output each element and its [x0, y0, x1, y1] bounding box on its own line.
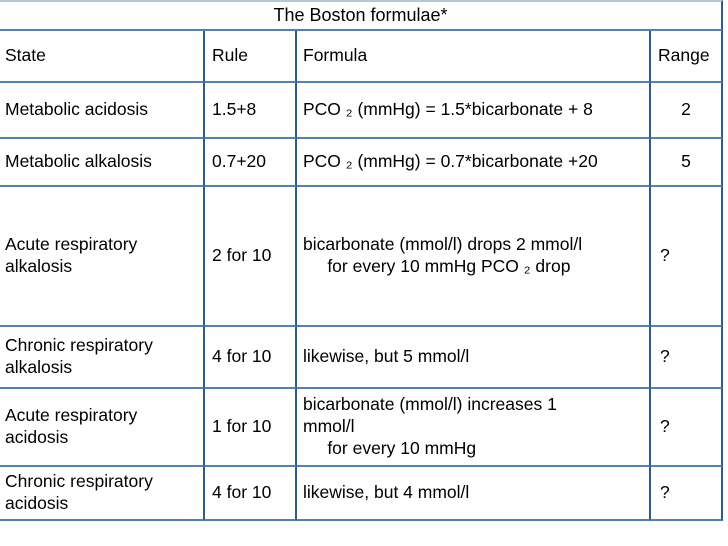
range-text: ? — [660, 346, 670, 367]
header-range-label: Range — [658, 45, 710, 66]
table-title-cell: The Boston formulae* — [0, 0, 723, 31]
formula-text: bicarbonate (mmol/l) drops 2 mmol/l for … — [303, 234, 583, 276]
formula-cell: likewise, but 5 mmol/l — [297, 327, 651, 389]
rule-cell: 1 for 10 — [205, 389, 297, 467]
range-text: ? — [660, 416, 670, 437]
header-state-label: State — [5, 45, 46, 66]
formula-cell: bicarbonate (mmol/l) increases 1 mmol/l … — [297, 389, 651, 467]
formula-cell: PCO ₂ (mmHg) = 1.5*bicarbonate + 8 — [297, 83, 651, 139]
rule-text: 1 for 10 — [212, 416, 272, 437]
header-range: Range — [651, 31, 723, 83]
header-state: State — [0, 31, 205, 83]
formula-text: PCO ₂ (mmHg) = 1.5*bicarbonate + 8 — [303, 99, 593, 120]
rule-text: 0.7+20 — [212, 151, 267, 172]
range-cell: 5 — [651, 139, 723, 187]
range-text: 2 — [681, 99, 691, 120]
state-cell: Acute respiratory alkalosis — [0, 187, 205, 327]
state-text: Metabolic alkalosis — [5, 151, 152, 172]
header-rule-label: Rule — [212, 45, 248, 66]
range-cell: ? — [651, 467, 723, 521]
rule-text: 4 for 10 — [212, 346, 272, 367]
rule-text: 2 for 10 — [212, 245, 272, 266]
header-rule: Rule — [205, 31, 297, 83]
formula-text: likewise, but 4 mmol/l — [303, 482, 470, 503]
rule-cell: 2 for 10 — [205, 187, 297, 327]
state-cell: Metabolic alkalosis — [0, 139, 205, 187]
formula-cell: bicarbonate (mmol/l) drops 2 mmol/l for … — [297, 187, 651, 327]
table-title: The Boston formulae* — [273, 5, 448, 26]
state-text: Metabolic acidosis — [5, 99, 148, 120]
formula-cell: PCO ₂ (mmHg) = 0.7*bicarbonate +20 — [297, 139, 651, 187]
header-formula: Formula — [297, 31, 651, 83]
rule-text: 4 for 10 — [212, 482, 272, 503]
rule-cell: 1.5+8 — [205, 83, 297, 139]
state-cell: Chronic respiratory acidosis — [0, 467, 205, 521]
formula-cell: likewise, but 4 mmol/l — [297, 467, 651, 521]
formula-text: likewise, but 5 mmol/l — [303, 346, 470, 367]
rule-cell: 4 for 10 — [205, 327, 297, 389]
header-formula-label: Formula — [303, 45, 368, 66]
formula-text: PCO ₂ (mmHg) = 0.7*bicarbonate +20 — [303, 151, 598, 172]
state-text: Acute respiratory alkalosis — [5, 234, 138, 276]
formula-text: bicarbonate (mmol/l) increases 1 mmol/l … — [303, 394, 557, 458]
range-text: ? — [660, 482, 670, 503]
range-cell: ? — [651, 187, 723, 327]
state-cell: Metabolic acidosis — [0, 83, 205, 139]
range-cell: ? — [651, 327, 723, 389]
range-cell: ? — [651, 389, 723, 467]
state-cell: Chronic respiratory alkalosis — [0, 327, 205, 389]
rule-cell: 4 for 10 — [205, 467, 297, 521]
rule-cell: 0.7+20 — [205, 139, 297, 187]
rule-text: 1.5+8 — [212, 99, 257, 120]
range-text: 5 — [681, 151, 691, 172]
state-text: Acute respiratory acidosis — [5, 405, 138, 447]
boston-formulae-table: The Boston formulae* State Rule Formula … — [0, 0, 723, 521]
state-text: Chronic respiratory alkalosis — [5, 335, 153, 377]
state-text: Chronic respiratory acidosis — [5, 471, 153, 513]
range-text: ? — [660, 245, 670, 266]
state-cell: Acute respiratory acidosis — [0, 389, 205, 467]
range-cell: 2 — [651, 83, 723, 139]
